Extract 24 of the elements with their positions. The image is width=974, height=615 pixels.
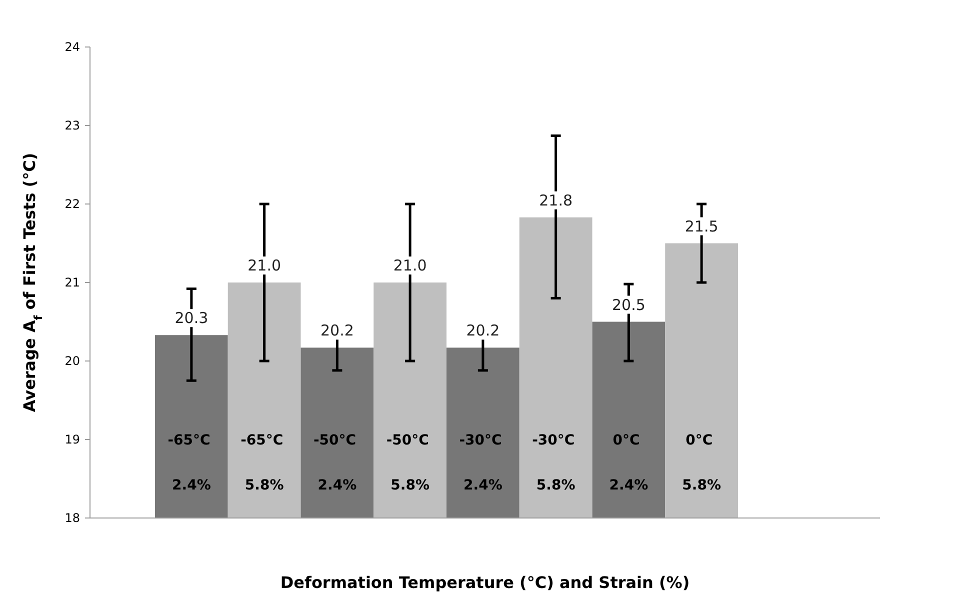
category-label: 0°C 2.4%: [609, 432, 648, 494]
data-label: 21.5: [684, 217, 718, 236]
data-label: 21.0: [393, 256, 427, 274]
data-label: 20.2: [320, 322, 354, 340]
data-label: 21.8: [539, 191, 573, 210]
y-tick-label: 23: [64, 118, 80, 132]
y-tick-label: 24: [64, 40, 80, 54]
data-label: 20.2: [466, 322, 500, 340]
y-tick-label: 22: [64, 197, 80, 211]
category-label: -65°C 5.8%: [240, 432, 284, 494]
data-label: 20.3: [174, 309, 208, 328]
category-label: -65°C 2.4%: [168, 432, 211, 494]
category-label: 0°C 5.8%: [682, 432, 721, 494]
category-label: -50°C 5.8%: [386, 432, 430, 494]
data-label: 20.5: [612, 296, 646, 314]
data-label: 21.0: [248, 256, 282, 274]
y-tick-label: 21: [64, 276, 80, 290]
y-tick-label: 18: [64, 511, 80, 525]
y-tick-label: 20: [64, 354, 80, 368]
category-label: -30°C 2.4%: [459, 432, 502, 494]
category-label: -30°C 5.8%: [532, 432, 576, 494]
y-tick-label: 19: [64, 432, 80, 446]
x-axis-title: Deformation Temperature (°C) and Strain (%): [280, 573, 690, 592]
category-label: -50°C 2.4%: [313, 432, 357, 494]
